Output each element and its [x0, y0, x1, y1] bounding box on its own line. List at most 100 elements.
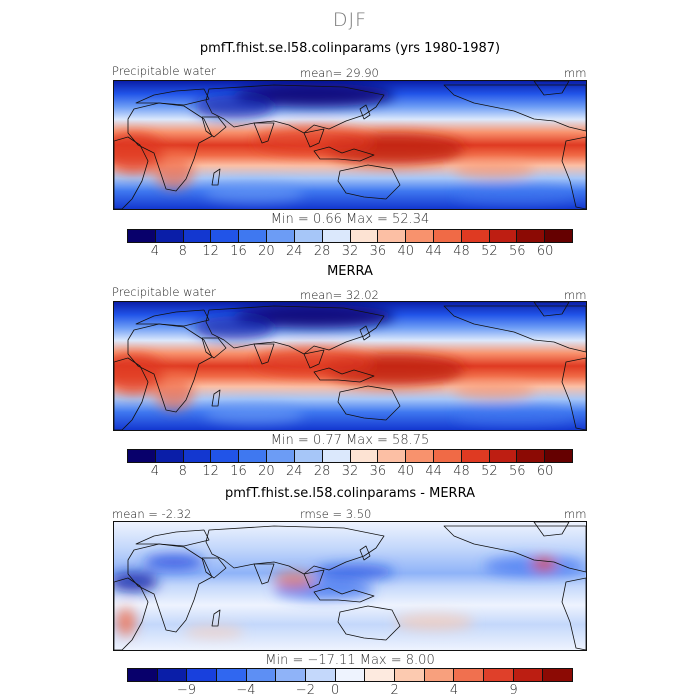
- panel-2-map-svg: [114, 302, 586, 430]
- coastline-samerica2: [561, 577, 586, 650]
- panel-1-mean-label: mean= 29.90: [300, 66, 379, 80]
- coastline-maritime: [313, 587, 375, 603]
- colorbar-tick-label: 56: [508, 464, 526, 479]
- panel-1-variable-label: Precipitable water: [112, 64, 216, 78]
- colorbar-tick-label: 24: [285, 244, 303, 259]
- colorbar-swatch: [155, 450, 184, 462]
- panel-2-colorbar-ticks: 4 8 12 16 20 24 28 32 36 40 44 48 52 56 60: [127, 464, 573, 480]
- colorbar-tick-label: 16: [230, 244, 247, 259]
- coastlines: [114, 81, 586, 209]
- colorbar-swatch: [433, 230, 462, 242]
- colorbar-tick-label: 36: [369, 464, 387, 479]
- colorbar-swatch: [517, 450, 546, 462]
- colorbar-tick-label: 8: [178, 244, 187, 259]
- colorbar-swatch: [424, 669, 455, 681]
- colorbar-swatch: [543, 669, 573, 681]
- coastline-seasia: [303, 349, 325, 369]
- coastline-namerica: [443, 305, 586, 353]
- colorbar-tick-label: 4: [150, 244, 160, 259]
- colorbar-swatch: [461, 450, 490, 462]
- colorbar-swatch: [276, 669, 307, 681]
- colorbar-swatch: [155, 230, 184, 242]
- colorbar-tick-label: 4: [449, 683, 459, 698]
- coastline-australia: [337, 385, 401, 421]
- panel-1-map-svg: [114, 81, 586, 209]
- coastline-namerica: [443, 525, 586, 573]
- coastline-greenland: [533, 522, 570, 537]
- colorbar-tick-label: 28: [313, 464, 331, 479]
- coastline-australia: [337, 164, 401, 200]
- panel-3-units-label: mm: [564, 507, 587, 521]
- panel-3-minmax: Min = −17.11 Max = 8.00: [265, 653, 435, 668]
- colorbar-tick-label: 20: [258, 244, 275, 259]
- colorbar-tick-label: 9: [509, 683, 518, 698]
- colorbar-swatch: [489, 450, 518, 462]
- colorbar-swatch: [395, 669, 425, 681]
- coastline-madagascar: [211, 168, 221, 186]
- colorbar-swatch: [128, 450, 156, 462]
- colorbar-swatch: [350, 230, 379, 242]
- panel-3-colorbar: [127, 668, 573, 682]
- colorbar-tick-label: 24: [285, 464, 303, 479]
- coastline-seasia: [303, 128, 325, 148]
- colorbar-swatch: [545, 450, 572, 462]
- colorbar-swatch: [365, 669, 396, 681]
- colorbar-swatch: [484, 669, 514, 681]
- panel-1-minmax: Min = 0.66 Max = 52.34: [270, 212, 430, 227]
- panel-3-rmse-label: rmse = 3.50: [300, 507, 372, 521]
- colorbar-tick-label: −2: [295, 683, 315, 698]
- coastline-madagascar: [211, 389, 221, 407]
- colorbar-swatch: [335, 669, 366, 681]
- coastline-seasia: [303, 569, 325, 589]
- coastlines: [114, 522, 586, 650]
- coastline-madagascar: [211, 609, 221, 627]
- colorbar-swatch: [267, 230, 295, 242]
- colorbar-tick-label: 12: [202, 244, 219, 259]
- coastlines: [114, 302, 586, 430]
- colorbar-tick-label: 16: [230, 464, 247, 479]
- panel-3-map: [113, 521, 587, 651]
- coastline-africa: [127, 323, 213, 413]
- colorbar-tick-label: 28: [313, 244, 331, 259]
- panel-1-map: [113, 80, 587, 210]
- colorbar-swatch: [246, 669, 277, 681]
- colorbar-swatch: [406, 230, 434, 242]
- colorbar-swatch: [517, 230, 546, 242]
- colorbar-tick-label: 36: [369, 244, 387, 259]
- coastline-japan: [359, 545, 371, 561]
- coastline-samerica: [114, 357, 149, 430]
- coastline-greenland: [533, 81, 570, 96]
- colorbar-swatch: [322, 450, 351, 462]
- colorbar-swatch: [211, 230, 240, 242]
- colorbar-swatch: [187, 669, 218, 681]
- panel-3-title: pmfT.fhist.se.l58.colinparams - MERRA: [225, 486, 475, 501]
- coastline-asia: [205, 305, 385, 355]
- colorbar-swatch: [406, 450, 434, 462]
- colorbar-swatch: [378, 450, 407, 462]
- panel-1-colorbar: [127, 229, 573, 243]
- coastline-arabia: [201, 337, 227, 359]
- panel-2-mean-label: mean= 32.02: [300, 288, 379, 302]
- colorbar-tick-label: 44: [425, 464, 442, 479]
- coastline-africa: [127, 543, 213, 633]
- colorbar-swatch: [545, 230, 572, 242]
- colorbar-swatch: [322, 230, 351, 242]
- colorbar-swatch: [183, 450, 212, 462]
- colorbar-tick-label: 32: [341, 464, 359, 479]
- coastline-japan: [359, 104, 371, 120]
- colorbar-tick-label: 4: [150, 464, 160, 479]
- panel-2-title: MERRA: [327, 264, 373, 279]
- map-field-anomalies: [114, 554, 584, 638]
- panel-2-variable-label: Precipitable water: [112, 285, 216, 299]
- colorbar-tick-label: 2: [390, 683, 399, 698]
- coastline-europe: [135, 309, 210, 327]
- colorbar-swatch: [217, 669, 247, 681]
- coastline-africa: [127, 102, 213, 192]
- colorbar-tick-label: 44: [425, 244, 442, 259]
- panel-3-colorbar-ticks: −9 −4 −2 0 2 4 9: [127, 683, 573, 699]
- panel-2-minmax: Min = 0.77 Max = 58.75: [270, 433, 430, 448]
- coastline-japan: [359, 325, 371, 341]
- colorbar-tick-label: 0: [330, 683, 340, 698]
- colorbar-tick-label: 52: [481, 244, 498, 259]
- colorbar-swatch: [378, 230, 407, 242]
